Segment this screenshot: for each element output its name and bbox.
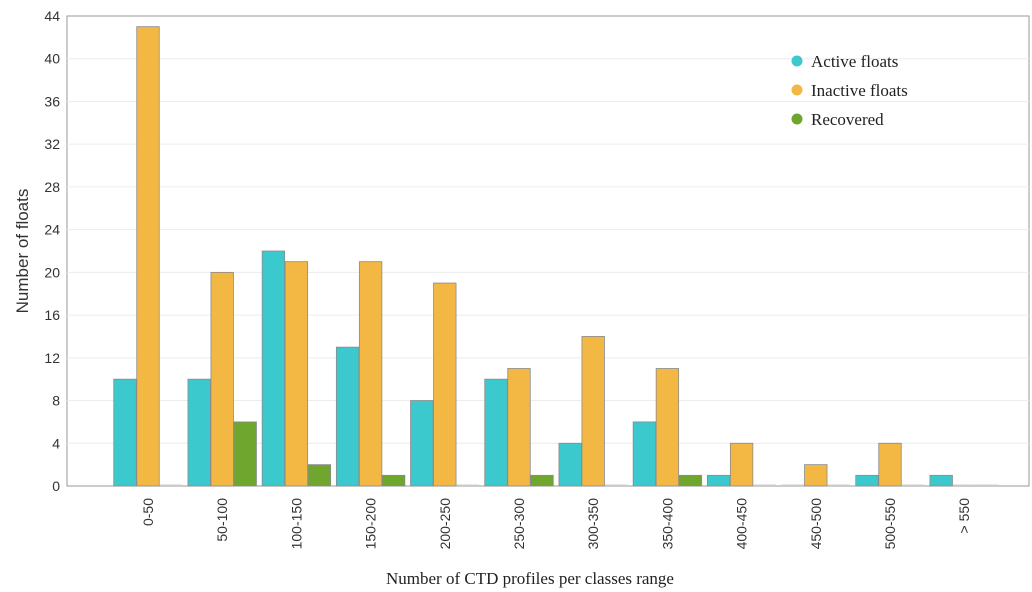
legend-marker [791, 113, 803, 125]
bar-inactive-floats-10 [878, 442, 902, 487]
bar-active-floats-1 [187, 378, 211, 487]
y-tick-label: 4 [52, 435, 60, 451]
bar-recovered-7 [678, 474, 703, 487]
bar-inactive-floats-0 [136, 26, 160, 487]
legend: Active floats Inactive floats Recovered [791, 52, 908, 129]
x-tick-label: 150-200 [363, 498, 379, 550]
bar-recovered-0 [159, 484, 183, 486]
bar-active-floats-8 [706, 474, 731, 487]
y-tick-label: 8 [52, 393, 60, 409]
bar-recovered-4 [456, 484, 480, 486]
x-tick-label: 0-50 [140, 498, 156, 526]
x-tick-label: 200-250 [437, 498, 453, 550]
x-tick-label: 350-400 [659, 498, 675, 550]
y-tick-label: 28 [44, 179, 60, 195]
y-tick-label: 12 [44, 350, 60, 366]
bar-inactive-floats-1 [210, 271, 234, 487]
y-tick-label: 40 [44, 51, 60, 67]
bar-active-floats-4 [410, 400, 434, 487]
bar-recovered-2 [307, 464, 332, 487]
bar-inactive-floats-2 [284, 261, 309, 487]
y-axis-label: Number of floats [13, 189, 32, 314]
bar-active-floats-9 [781, 484, 805, 486]
bar-recovered-10 [901, 484, 925, 486]
bar-inactive-floats-6 [581, 336, 605, 487]
y-tick-label: 0 [52, 478, 60, 494]
y-tick-label: 44 [44, 8, 60, 24]
legend-label: Recovered [811, 110, 884, 129]
bar-inactive-floats-9 [804, 464, 828, 487]
legend-label: Active floats [811, 52, 898, 71]
bar-inactive-floats-7 [655, 368, 680, 487]
bars [113, 26, 999, 487]
x-tick-label: 50-100 [214, 498, 230, 542]
bar-inactive-floats-11 [952, 484, 976, 486]
x-tick-label: 250-300 [511, 498, 527, 550]
bar-inactive-floats-5 [507, 368, 531, 487]
x-axis: 0-50 50-100 100-150 150-200 200-250 250-300 30… [140, 498, 972, 550]
y-tick-label: 20 [44, 264, 60, 280]
bar-active-floats-7 [632, 421, 657, 487]
x-tick-label: > 550 [956, 498, 972, 534]
bar-active-floats-3 [335, 346, 360, 487]
bar-active-floats-10 [855, 474, 879, 487]
bar-active-floats-11 [929, 474, 953, 487]
x-tick-label: 500-550 [882, 498, 898, 550]
y-tick-label: 36 [44, 93, 60, 109]
x-tick-label: 300-350 [585, 498, 601, 550]
x-tick-label: 100-150 [288, 498, 304, 550]
bar-recovered-3 [381, 474, 406, 487]
bar-active-floats-6 [558, 442, 582, 487]
bar-recovered-8 [753, 484, 776, 486]
bar-recovered-9 [827, 484, 851, 486]
bar-recovered-6 [604, 484, 628, 486]
y-tick-label: 24 [44, 222, 60, 238]
y-axis: 0 4 8 12 16 20 24 28 32 36 40 44 [44, 8, 60, 494]
bar-recovered-11 [975, 484, 999, 486]
bar-recovered-5 [530, 474, 554, 487]
bar-active-floats-5 [484, 378, 508, 487]
legend-marker [791, 55, 803, 67]
bar-recovered-1 [233, 421, 257, 487]
x-axis-label: Number of CTD profiles per classes range [386, 569, 674, 588]
bar-active-floats-0 [113, 378, 137, 487]
bar-inactive-floats-8 [729, 442, 754, 487]
bar-inactive-floats-3 [358, 261, 383, 487]
bar-inactive-floats-4 [433, 282, 457, 487]
x-tick-label: 450-500 [808, 498, 824, 550]
legend-label: Inactive floats [811, 81, 908, 100]
y-tick-label: 16 [44, 307, 60, 323]
x-tick-label: 400-450 [734, 498, 750, 550]
legend-marker [791, 84, 803, 96]
bar-active-floats-2 [261, 250, 286, 487]
y-tick-label: 32 [44, 136, 60, 152]
